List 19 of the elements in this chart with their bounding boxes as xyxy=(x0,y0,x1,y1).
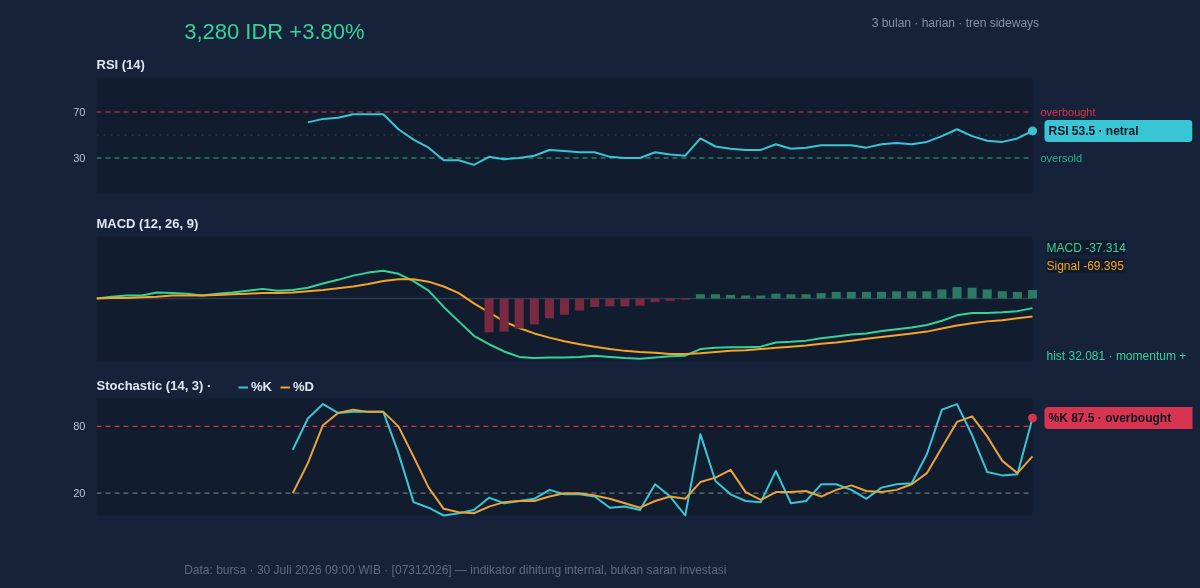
y-tick-label: 20 xyxy=(73,487,86,500)
y-tick-label: 70 xyxy=(73,106,86,118)
ref-line-label: overbought xyxy=(1040,106,1096,118)
ref-line-label: oversold xyxy=(1040,152,1083,164)
legend-label: %D xyxy=(292,379,314,394)
legend-label: %K xyxy=(251,379,272,394)
text: RSI 53.5 · netral xyxy=(1048,123,1139,138)
chart-title: RSI (14) xyxy=(96,56,145,72)
text: %K 87.5 · overbought xyxy=(1048,411,1172,425)
chart-title: Stochastic (14, 3) · xyxy=(96,377,212,393)
text: Signal -69.395 xyxy=(1046,258,1125,273)
text: MACD -37.314 xyxy=(1046,240,1127,255)
y-tick-label: 80 xyxy=(73,420,86,433)
y-tick-label: 30 xyxy=(73,152,86,164)
text: 3,280 IDR +3.80% xyxy=(184,19,365,44)
text: hist 32.081 · momentum + xyxy=(1046,348,1187,363)
text: 3 bulan · harian · tren sideways xyxy=(871,15,1040,30)
text: Data: bursa · 30 Juli 2026 09:00 WIB · [07312026] — indikator dihitung internal, bukan saran investasi xyxy=(184,562,727,577)
chart-title: MACD (12, 26, 9) xyxy=(96,215,199,231)
